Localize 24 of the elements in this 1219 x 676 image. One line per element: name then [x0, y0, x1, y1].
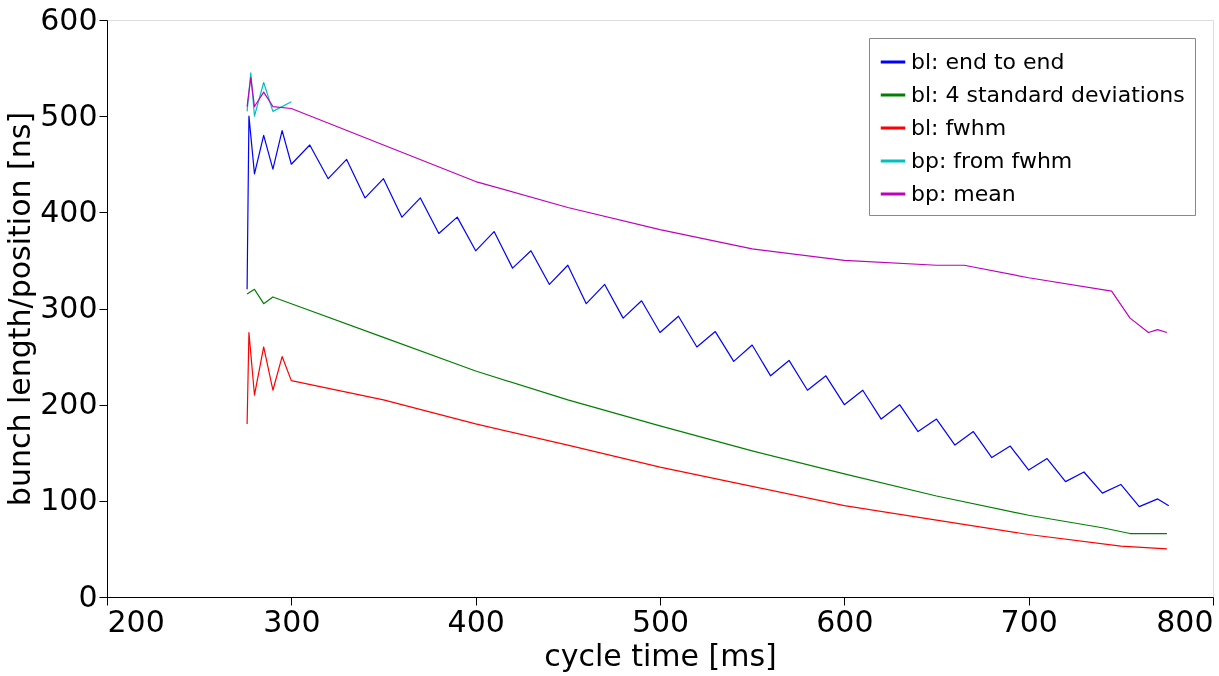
- x-tick-label: 800: [1156, 603, 1214, 639]
- x-tick-label: 300: [263, 603, 321, 639]
- x-tick-label: 200: [107, 603, 165, 639]
- x-tick-label: 400: [447, 603, 505, 639]
- y-tick-label: 500: [40, 97, 98, 133]
- y-tick-label: 400: [40, 193, 98, 229]
- line-series: [246, 288, 1168, 535]
- x-tick-label: 600: [816, 603, 874, 639]
- x-tick-label: 700: [1000, 603, 1058, 639]
- legend-label: bp: mean: [911, 181, 1016, 206]
- y-tick-label: 600: [40, 1, 98, 37]
- line-series: [246, 115, 1170, 508]
- legend-label: bl: end to end: [911, 49, 1065, 74]
- y-tick-label: 100: [40, 482, 98, 518]
- line-series: [246, 331, 1168, 550]
- legend-label: bl: 4 standard deviations: [911, 82, 1185, 107]
- x-axis-title: cycle time [ms]: [544, 637, 777, 673]
- y-tick-label: 0: [78, 578, 98, 614]
- x-tick-label: 500: [631, 603, 690, 639]
- y-tick-label: 300: [40, 290, 98, 325]
- legend-label: bl: fwhm: [911, 115, 1007, 140]
- y-tick-label: 200: [40, 386, 98, 422]
- y-axis-title: bunch length/position [ns]: [2, 111, 38, 507]
- legend-label: bp: from fwhm: [911, 148, 1073, 173]
